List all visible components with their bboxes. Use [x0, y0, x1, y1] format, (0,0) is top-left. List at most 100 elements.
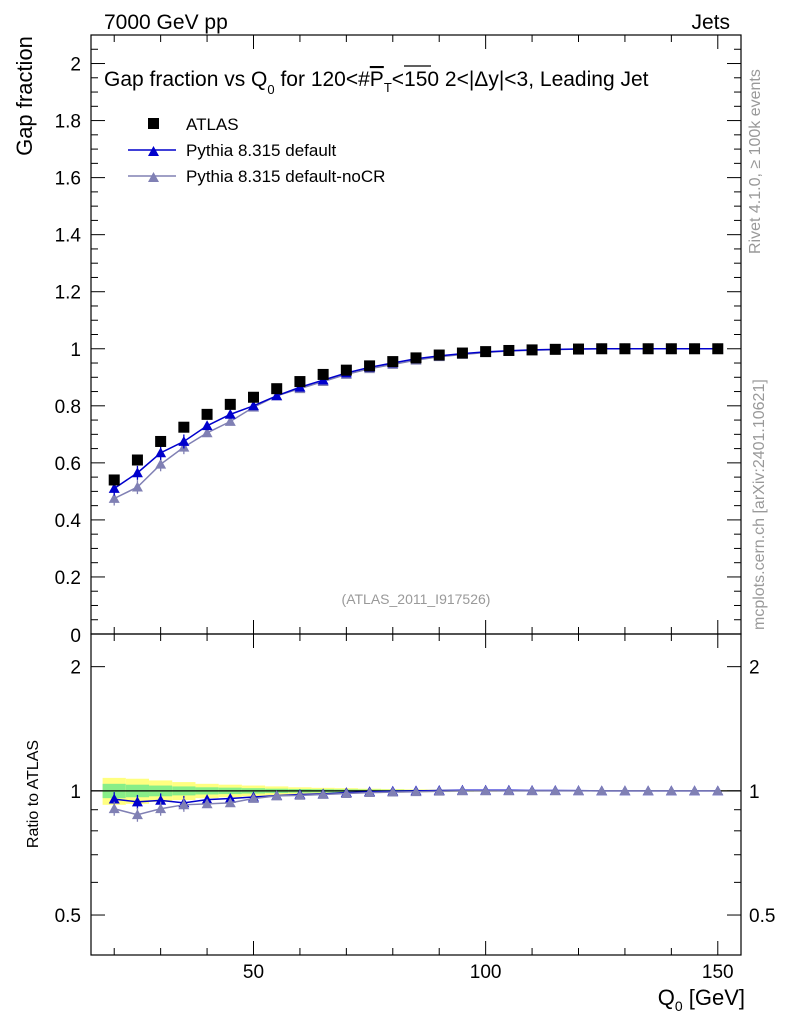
ratio-series-marker — [271, 790, 283, 801]
ratio-series-marker — [224, 797, 236, 808]
ratio-series-marker — [503, 785, 515, 796]
ratio-axis-ticks — [91, 634, 741, 955]
atlas-data-point — [387, 356, 399, 368]
atlas-data-point — [480, 346, 492, 358]
legend-default-marker — [148, 146, 159, 156]
atlas-data-point — [503, 344, 515, 356]
ratio-series-marker — [712, 785, 724, 796]
atlas-data-point — [526, 344, 538, 356]
atlas-data-point — [224, 398, 236, 410]
atlas-data-point — [364, 360, 376, 372]
header-process-label: Jets — [691, 11, 730, 34]
main-y-tick-label-zero: 0 — [70, 626, 81, 647]
ratio-y-tick-labels: 0.5 0.5 1 1 2 2 — [55, 658, 776, 927]
ratio-series-marker — [131, 796, 143, 807]
atlas-data-point — [178, 421, 190, 433]
ratio-series-marker — [340, 788, 352, 798]
main-series-marker — [224, 408, 236, 419]
ratio-y-axis-label: Ratio to ATLAS — [25, 740, 42, 848]
main-series — [108, 343, 724, 506]
ratio-y-tick-label: 2 — [70, 658, 81, 679]
atlas-data-point — [619, 343, 631, 355]
atlas-data-point — [317, 368, 329, 380]
atlas-data-point — [155, 435, 167, 447]
atlas-data-point — [410, 352, 422, 364]
main-y-tick-label: 1.2 — [55, 283, 81, 304]
ratio-series-marker — [619, 785, 631, 796]
main-y-tick-label: 1 — [70, 340, 81, 361]
chart-title: Gap fraction vs Q0 for 120<#PT<150 2<|Δy… — [104, 68, 649, 97]
main-y-tick-label: 0.2 — [55, 568, 81, 589]
atlas-data-point — [689, 343, 701, 355]
x-tick-labels: 50 100 150 — [243, 962, 734, 983]
ratio-y-tick-label: 1 — [70, 782, 81, 803]
main-y-tick-labels: 0.2 0.4 0.6 0.8 1 1.2 1.4 1.6 1.8 2 — [55, 55, 82, 589]
ratio-series — [108, 784, 724, 822]
atlas-data-point — [596, 343, 608, 355]
ratio-series-marker — [155, 803, 167, 814]
ratio-series-marker — [364, 787, 376, 798]
main-series-marker — [108, 493, 120, 503]
atlas-data-point — [456, 347, 468, 359]
ratio-y-tick-label-right: 0.5 — [749, 906, 775, 927]
ratio-series-marker — [665, 785, 677, 796]
ratio-series-marker — [549, 785, 561, 796]
ratio-series-marker — [410, 786, 422, 797]
ratio-series-marker — [689, 785, 701, 796]
x-tick-label: 50 — [243, 962, 264, 983]
legend-nocr-label: Pythia 8.315 default-noCR — [186, 167, 385, 186]
atlas-data-point — [712, 343, 724, 355]
main-y-tick-label: 2 — [70, 55, 81, 76]
ratio-series-marker — [201, 798, 213, 809]
main-series-marker — [224, 415, 236, 426]
atlas-data-point — [573, 343, 584, 355]
ratio-series-marker — [387, 786, 399, 797]
atlas-data-point — [248, 391, 259, 403]
atlas-data-point — [131, 454, 143, 466]
main-series-marker — [201, 427, 213, 438]
ratio-series-marker — [480, 785, 492, 796]
analysis-id-label: (ATLAS_2011_I917526) — [342, 591, 491, 607]
main-y-tick-label: 0.8 — [55, 397, 81, 418]
atlas-data-point — [271, 383, 283, 395]
main-y-axis-label: Gap fraction — [12, 36, 37, 156]
legend-default-label: Pythia 8.315 default — [186, 141, 337, 160]
main-y-tick-label: 0.6 — [55, 454, 81, 475]
mcplots-credit-label: mcplots.cern.ch [arXiv:2401.10621] — [751, 379, 768, 630]
legend-atlas-marker — [148, 118, 159, 129]
ratio-series-marker — [178, 799, 190, 810]
main-series-marker — [178, 435, 190, 446]
ratio-series-marker — [596, 785, 608, 796]
x-axis-label: Q0 [GeV] — [658, 985, 745, 1014]
ratio-series-marker — [294, 789, 306, 800]
ratio-series-marker — [108, 793, 120, 804]
ratio-series-marker — [433, 785, 445, 796]
ratio-series-marker — [642, 785, 654, 796]
atlas-data-point — [340, 364, 352, 376]
ratio-series-marker — [456, 785, 468, 796]
ratio-series-marker — [573, 785, 584, 796]
main-y-tick-label: 1.6 — [55, 169, 81, 190]
x-tick-label: 150 — [702, 962, 734, 983]
atlas-data-point — [201, 408, 213, 420]
atlas-data-point — [665, 343, 677, 355]
main-y-tick-label: 1.4 — [55, 226, 82, 247]
main-series-line — [113, 348, 718, 500]
ratio-plot-frame — [90, 633, 742, 956]
main-series-marker — [108, 483, 120, 493]
rivet-version-label: Rivet 4.1.0, ≥ 100k events — [747, 69, 764, 254]
ratio-series-marker — [108, 803, 120, 814]
x-tick-label: 100 — [470, 962, 502, 983]
ratio-series-marker — [317, 788, 329, 799]
atlas-data-point — [433, 349, 445, 361]
legend-nocr-marker — [148, 172, 159, 182]
main-series-marker — [271, 390, 283, 401]
ratio-series-marker — [155, 794, 167, 805]
atlas-data-point — [549, 343, 561, 355]
main-y-tick-label: 1.8 — [55, 112, 81, 133]
ratio-series-marker — [526, 785, 538, 796]
ratio-y-tick-label-right: 1 — [749, 782, 760, 803]
main-series-marker — [201, 420, 213, 431]
legend: ATLAS Pythia 8.315 default Pythia 8.315 … — [128, 115, 385, 186]
